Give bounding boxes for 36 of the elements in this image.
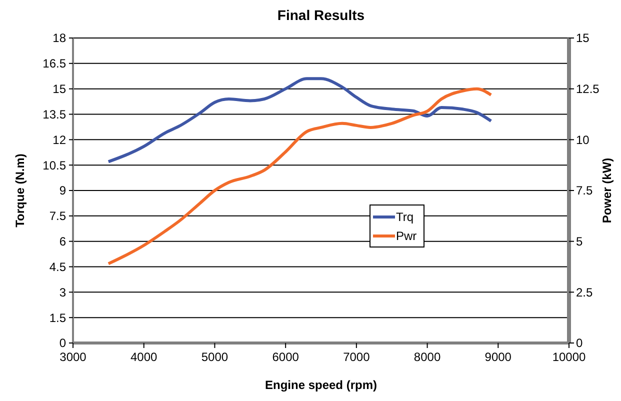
y2-tick-label: 12.5 [576,82,600,96]
y2-tick-label: 10 [576,132,590,147]
legend-label: Trq [396,210,414,224]
y2-tick-label: 5 [576,234,583,249]
y-tick-label: 7.5 [49,209,66,224]
y2-tick-label: 2.5 [576,285,594,300]
x-tick-label: 6000 [272,350,300,364]
legend-label: Pwr [396,229,417,244]
y-tick-label: 0 [59,336,66,350]
y2-tick-label: 7.5 [576,184,594,198]
y-axis-title: Torque (N.m) [13,154,27,228]
y-tick-label: 3 [59,285,66,300]
chart-title: Final Results [277,7,365,23]
y-tick-label: 6 [59,234,66,249]
y-tick-label: 12 [52,132,66,147]
y2-tick-label: 15 [576,31,590,46]
y-tick-label: 4.5 [49,260,66,274]
y-tick-label: 15 [52,82,66,96]
y-tick-label: 18 [52,31,66,46]
y-tick-label: 1.5 [49,310,66,325]
line-series [106,87,493,266]
y-tick-label: 16.5 [42,56,66,71]
line-series [106,77,493,164]
y-tick-label: 9 [59,184,66,198]
y-tick-label: 10.5 [42,158,66,172]
y2-axis-title: Power (kW) [600,158,614,224]
y2-tick-label: 0 [576,336,583,350]
x-tick-label: 3000 [60,350,87,364]
x-tick-label: 9000 [484,350,512,364]
x-tick-label: 5000 [201,350,228,364]
x-tick-label: 7000 [343,350,370,364]
x-tick-label: 4000 [130,350,158,364]
x-axis-title: Engine speed (rpm) [264,378,378,392]
x-tick-label: 10000 [552,350,586,364]
x-tick-label: 8000 [414,350,441,364]
y-tick-label: 13.5 [42,107,66,122]
